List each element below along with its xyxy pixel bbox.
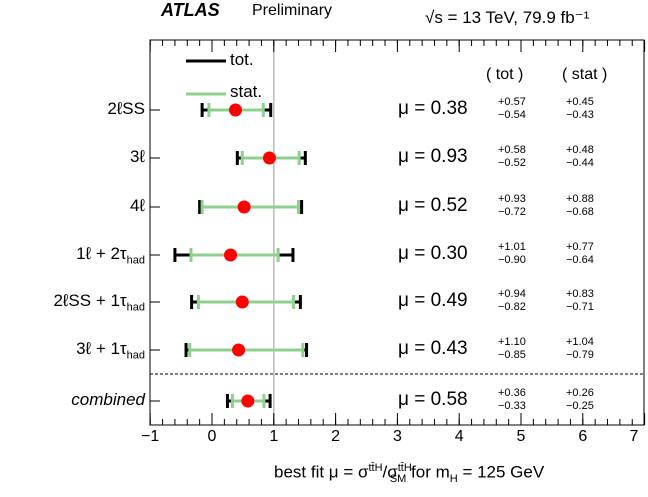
stat-uncertainty: +0.77 −0.64 bbox=[566, 241, 594, 267]
category-label-sub: had bbox=[126, 301, 145, 314]
category-label-main: 2ℓSS + 1τ bbox=[53, 291, 127, 310]
legend-stat-label: stat. bbox=[230, 82, 263, 101]
x-tick-label: 4 bbox=[454, 428, 464, 445]
stat-up-value: +1.04 bbox=[566, 336, 594, 348]
tot-uncertainty: +0.36 −0.33 bbox=[498, 387, 526, 413]
stat-down-value: −0.25 bbox=[566, 400, 594, 412]
category-label: 2ℓSS bbox=[0, 99, 145, 119]
category-label-main: 3ℓ bbox=[130, 147, 145, 166]
category-label-sub: had bbox=[126, 349, 145, 362]
tot-down-value: −0.33 bbox=[498, 400, 526, 412]
stat-up-value: +0.83 bbox=[566, 288, 594, 300]
best-fit-point bbox=[232, 343, 246, 357]
tot-up-value: +1.01 bbox=[498, 241, 526, 253]
tot-column-header: ( tot ) bbox=[486, 66, 524, 83]
tot-uncertainty: +0.58 −0.52 bbox=[498, 144, 526, 170]
tot-down-value: −0.85 bbox=[498, 349, 526, 361]
stat-down-value: −0.71 bbox=[566, 301, 594, 313]
stat-down-value: −0.43 bbox=[566, 109, 594, 121]
tot-down-value: −0.54 bbox=[498, 109, 526, 121]
tot-uncertainty: +1.10 −0.85 bbox=[498, 336, 526, 362]
tot-up-value: +0.58 bbox=[498, 144, 526, 156]
tot-down-value: −0.90 bbox=[498, 254, 526, 266]
tot-up-value: +0.93 bbox=[498, 193, 526, 205]
best-fit-point bbox=[228, 103, 242, 117]
stat-down-value: −0.64 bbox=[566, 254, 594, 266]
x-tick-label: −1 bbox=[141, 428, 160, 445]
mu-value: μ = 0.38 bbox=[398, 98, 468, 119]
best-fit-point bbox=[224, 248, 238, 262]
preliminary-label: Preliminary bbox=[252, 2, 333, 19]
stat-up-value: +0.45 bbox=[566, 96, 594, 108]
x-tick-label: 0 bbox=[207, 428, 217, 445]
stat-uncertainty: +0.48 −0.44 bbox=[566, 144, 594, 170]
tot-uncertainty: +0.57 −0.54 bbox=[498, 96, 526, 122]
category-label: 2ℓSS + 1τhad bbox=[0, 291, 145, 313]
category-label: 3ℓ bbox=[0, 147, 145, 167]
tot-uncertainty: +0.93 −0.72 bbox=[498, 193, 526, 219]
stat-uncertainty: +0.26 −0.25 bbox=[566, 387, 594, 413]
x-tick-label: 3 bbox=[392, 428, 402, 445]
stat-up-value: +0.26 bbox=[566, 387, 594, 399]
category-label: 1ℓ + 2τhad bbox=[0, 244, 145, 266]
tot-down-value: −0.52 bbox=[498, 157, 526, 169]
mu-value: μ = 0.58 bbox=[398, 389, 468, 410]
tot-down-value: −0.72 bbox=[498, 206, 526, 218]
stat-down-value: −0.79 bbox=[566, 349, 594, 361]
category-label: 4ℓ bbox=[0, 196, 145, 216]
stat-uncertainty: +0.45 −0.43 bbox=[566, 96, 594, 122]
mu-value: μ = 0.52 bbox=[398, 195, 468, 216]
atlas-label: ATLAS bbox=[161, 0, 220, 20]
category-label: combined bbox=[0, 390, 145, 410]
mu-value: μ = 0.30 bbox=[398, 243, 468, 264]
stat-uncertainty: +0.83 −0.71 bbox=[566, 288, 594, 314]
mu-value: μ = 0.49 bbox=[398, 290, 468, 311]
stat-down-value: −0.68 bbox=[566, 206, 594, 218]
x-tick-label: 6 bbox=[578, 428, 588, 445]
category-label-main: 4ℓ bbox=[130, 196, 145, 215]
stat-uncertainty: +1.04 −0.79 bbox=[566, 336, 594, 362]
x-tick-label: 1 bbox=[269, 428, 279, 445]
tot-uncertainty: +1.01 −0.90 bbox=[498, 241, 526, 267]
energy-lumi-label: √s = 13 TeV, 79.9 fb⁻¹ bbox=[425, 8, 590, 27]
mu-value: μ = 0.93 bbox=[398, 146, 468, 167]
x-tick-label: 7 bbox=[629, 428, 639, 445]
legend-tot-label: tot. bbox=[230, 50, 254, 69]
stat-up-value: +0.77 bbox=[566, 241, 594, 253]
best-fit-point bbox=[235, 295, 249, 309]
tot-uncertainty: +0.94 −0.82 bbox=[498, 288, 526, 314]
best-fit-point bbox=[241, 394, 255, 408]
stat-up-value: +0.48 bbox=[566, 144, 594, 156]
x-tick-label: 5 bbox=[516, 428, 526, 445]
category-label-main: combined bbox=[71, 390, 145, 409]
stat-uncertainty: +0.88 −0.68 bbox=[566, 193, 594, 219]
category-label-main: 3ℓ + 1τ bbox=[76, 339, 127, 358]
x-tick-label: 2 bbox=[331, 428, 341, 445]
best-fit-point bbox=[237, 200, 251, 214]
category-label-main: 1ℓ + 2τ bbox=[76, 244, 127, 263]
x-axis-label: best fit μ = σtt̄H/σtt̄HSM for mH = 125 … bbox=[274, 462, 545, 486]
category-label-main: 2ℓSS bbox=[107, 99, 145, 118]
category-label-sub: had bbox=[126, 254, 145, 267]
category-label: 3ℓ + 1τhad bbox=[0, 339, 145, 361]
stat-down-value: −0.44 bbox=[566, 157, 594, 169]
tot-up-value: +0.94 bbox=[498, 288, 526, 300]
best-fit-point bbox=[262, 151, 276, 165]
tot-up-value: +0.36 bbox=[498, 387, 526, 399]
stat-column-header: ( stat ) bbox=[562, 66, 608, 83]
mu-value: μ = 0.43 bbox=[398, 338, 468, 359]
stat-up-value: +0.88 bbox=[566, 193, 594, 205]
tot-down-value: −0.82 bbox=[498, 301, 526, 313]
tot-up-value: +0.57 bbox=[498, 96, 526, 108]
tot-up-value: +1.10 bbox=[498, 336, 526, 348]
